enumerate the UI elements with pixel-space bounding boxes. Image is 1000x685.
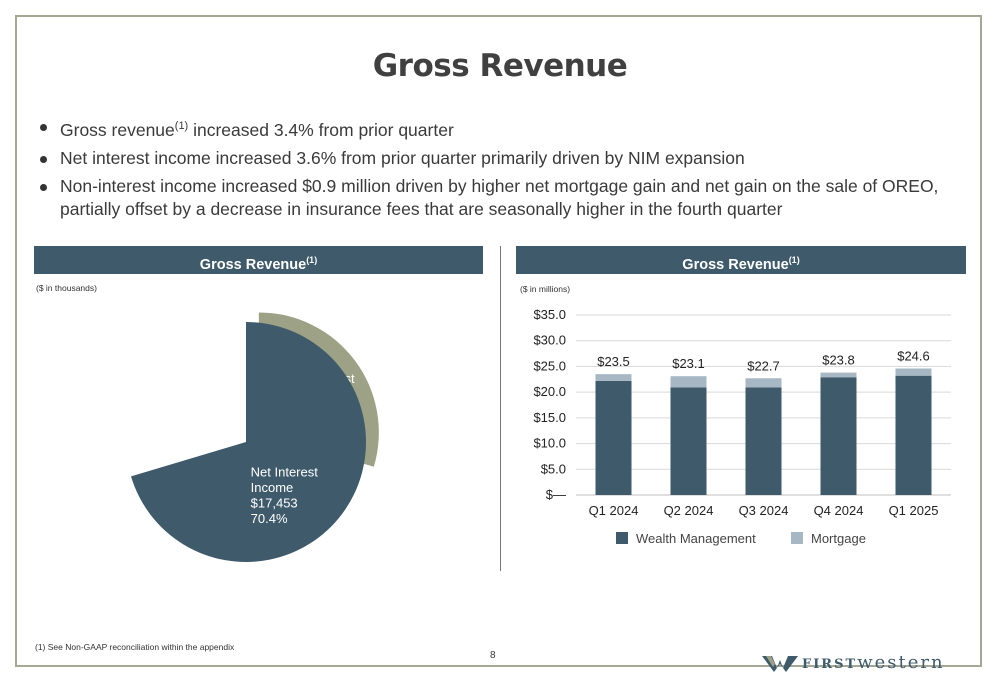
right-panel-header-text: Gross Revenue — [682, 256, 789, 273]
bar-total-label: $23.8 — [822, 353, 855, 368]
panel-divider — [500, 246, 501, 571]
bar-mortgage — [820, 372, 857, 378]
y-tick-label: $25.0 — [533, 358, 566, 373]
logo-wordmark: FIRSTwestern — [802, 652, 945, 673]
legend-label-mortgage: Mortgage — [811, 531, 866, 546]
footnote: (1) See Non-GAAP reconciliation within t… — [35, 642, 235, 652]
right-panel-header-sup: (1) — [788, 255, 800, 265]
y-tick-label: $— — [546, 487, 566, 502]
logo-western: western — [857, 652, 945, 673]
slide-frame — [15, 15, 982, 667]
left-panel-header-text: Gross Revenue — [199, 256, 307, 273]
bar-chart: $— $5.0 $10.0 $15.0 $20.0 $25.0 $30.0 $35.0 $23.… — [533, 307, 951, 546]
right-panel-header: Gross Revenue(1) — [516, 246, 966, 274]
logo-first: FIRST — [802, 657, 858, 672]
bar-wealth-management — [820, 377, 857, 495]
bar-wealth-management — [895, 375, 932, 495]
logo-mark-icon — [762, 656, 798, 672]
bullet-text-post: increased 3.4% from prior quarter — [188, 119, 454, 140]
x-tick-label: Q1 2025 — [889, 503, 939, 518]
y-tick-label: $20.0 — [533, 384, 566, 399]
y-tick-label: $30.0 — [533, 333, 566, 348]
bar-total-label: $23.1 — [672, 356, 705, 371]
page-number: 8 — [490, 650, 496, 661]
bullet-item: Gross revenue(1) increased 3.4% from pri… — [38, 115, 973, 142]
bar-wealth-management — [670, 387, 707, 495]
bullet-list: Gross revenue(1) increased 3.4% from pri… — [38, 115, 973, 226]
left-panel-header: Gross Revenue(1) — [34, 246, 483, 274]
pie-label-line: Income — [251, 480, 294, 495]
bar-mortgage — [670, 376, 707, 388]
bar-mortgage — [895, 368, 932, 376]
pie-slice-net-interest — [131, 322, 366, 562]
x-tick-label: Q3 2024 — [739, 503, 789, 518]
bar-total-label: $24.6 — [897, 348, 930, 363]
pie-chart: Non-interestIncome$7,34529.6%Net Interes… — [131, 312, 379, 562]
bar-mortgage — [745, 378, 782, 388]
y-tick-label: $10.0 — [533, 436, 566, 451]
bar-wealth-management — [745, 387, 782, 495]
bullet-item: Non-interest income increased $0.9 milli… — [38, 175, 973, 221]
x-tick-label: Q2 2024 — [664, 503, 714, 518]
pie-label-line: 70.4% — [251, 511, 288, 526]
legend-label-wealth-management: Wealth Management — [636, 531, 756, 546]
y-tick-label: $5.0 — [541, 461, 566, 476]
footnote-marker: (1) — [174, 120, 189, 132]
pie-label-line: $17,453 — [251, 495, 298, 510]
legend-swatch-mortgage — [791, 532, 803, 544]
bullet-item: Net interest income increased 3.6% from … — [38, 147, 973, 170]
left-units-label: ($ in thousands) — [36, 283, 97, 293]
y-tick-label: $15.0 — [533, 410, 566, 425]
bar-mortgage — [595, 374, 632, 381]
bar-wealth-management — [595, 380, 632, 495]
x-tick-label: Q1 2024 — [589, 503, 639, 518]
slide-title: Gross Revenue — [372, 48, 628, 84]
company-logo: FIRSTwestern — [762, 652, 984, 674]
pie-label-net-interest: Net Interest Income $17,453 70.4% — [251, 464, 319, 526]
legend-swatch-wealth-management — [616, 532, 628, 544]
bar-total-label: $23.5 — [597, 354, 630, 369]
bar-total-label: $22.7 — [747, 358, 780, 373]
bullet-text-pre: Gross revenue — [60, 119, 175, 140]
y-tick-label: $35.0 — [533, 307, 566, 322]
right-units-label: ($ in millions) — [520, 284, 571, 294]
left-panel-header-sup: (1) — [306, 255, 318, 265]
pie-label-line: Net Interest — [251, 464, 319, 479]
x-tick-label: Q4 2024 — [814, 503, 864, 518]
